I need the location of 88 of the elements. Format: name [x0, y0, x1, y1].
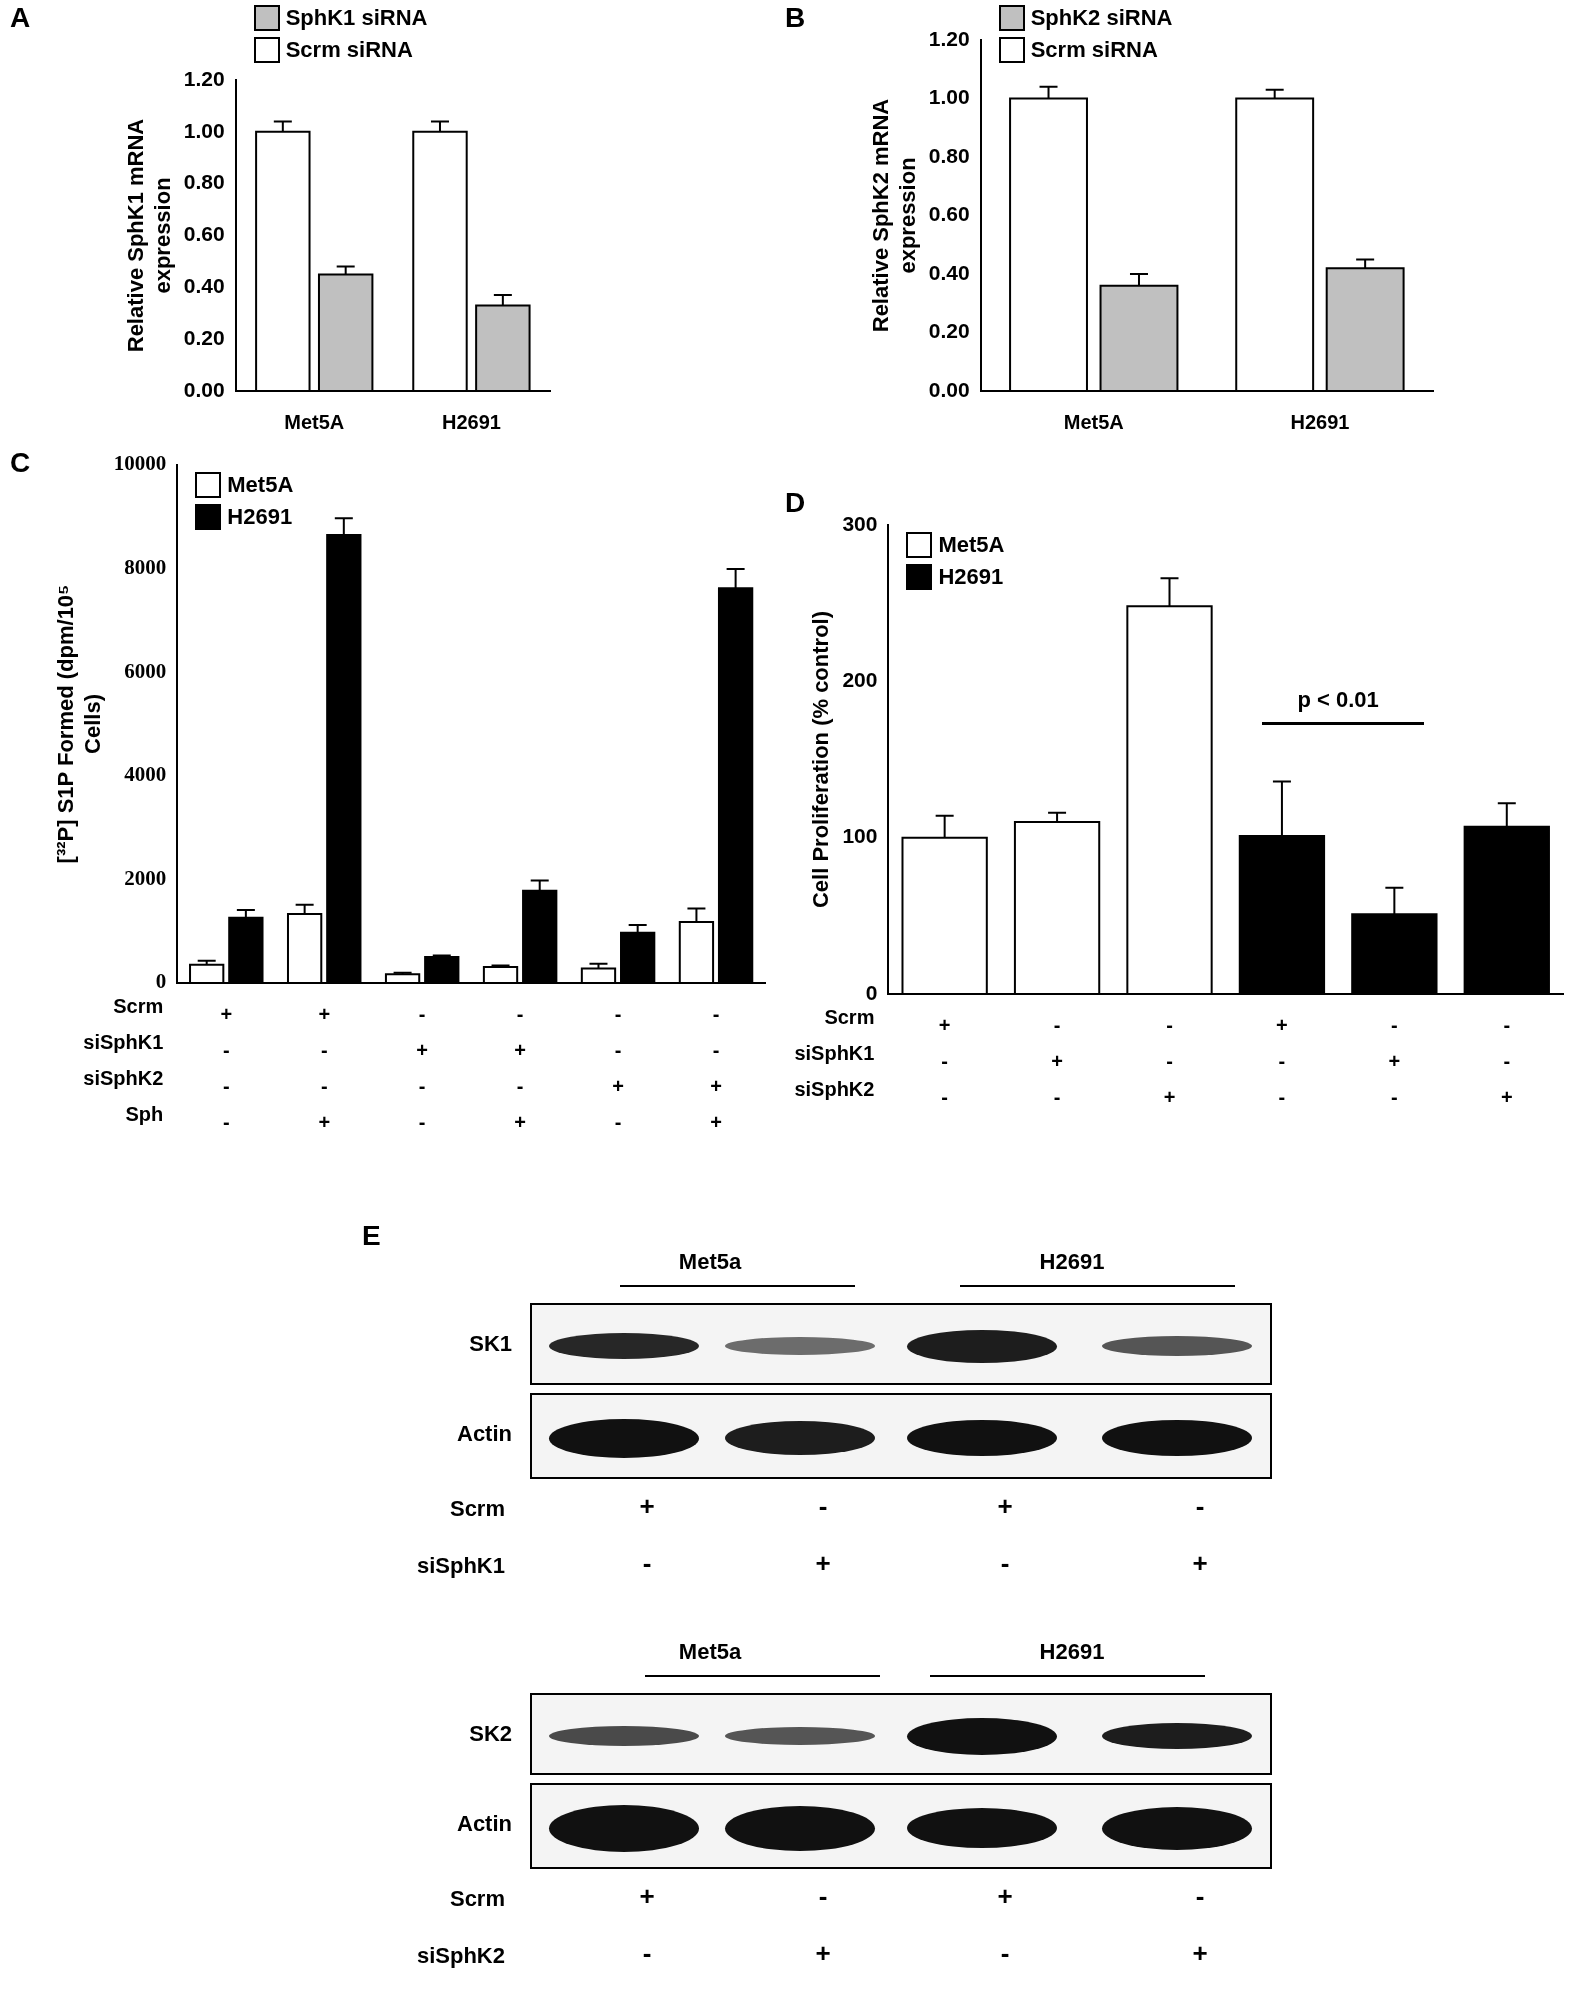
chart-title: B [785, 2, 806, 34]
text: + [639, 1881, 655, 1912]
x-tick-label: - - + + [710, 1002, 722, 1133]
text: Met5a [678, 1639, 742, 1665]
x-tick-label: H2691 [441, 410, 501, 433]
text: - [1195, 1491, 1205, 1522]
x-tick-label: + - - [1276, 1013, 1288, 1108]
y-tick-label: 0.60 [183, 222, 225, 246]
text: Scrm [449, 1886, 505, 1912]
text: - [818, 1491, 828, 1522]
text: - [1000, 1548, 1010, 1579]
x-tick-label: H2691 [1290, 410, 1350, 433]
y-tick-label: 2000 [124, 865, 167, 890]
chart-title: C [10, 447, 31, 479]
x-tick-label: + - - + [318, 1002, 331, 1133]
text: + [815, 1938, 831, 1969]
y-tick-label: 0.00 [183, 377, 225, 401]
text: + [1192, 1548, 1208, 1579]
text: - [1000, 1938, 1010, 1969]
x-tick-label: - + - + [514, 1002, 526, 1133]
text: + [1192, 1938, 1208, 1969]
text: - [642, 1938, 652, 1969]
y-tick-label: 0.40 [928, 260, 970, 284]
y-tick-label: 0.80 [183, 170, 225, 194]
y-tick-label: 6000 [124, 658, 167, 683]
text: H2691 [1039, 1639, 1105, 1665]
annotation: p < 0.01 [1297, 687, 1379, 713]
y-tick-label: 1.20 [183, 66, 225, 90]
legend-label: Met5A [227, 472, 294, 498]
legend-label: SphK2 siRNA [1030, 5, 1173, 31]
text: - [1195, 1881, 1205, 1912]
text: + [639, 1491, 655, 1522]
text: Met5a [678, 1249, 742, 1275]
x-tick-label: - + - [1051, 1013, 1063, 1108]
text: - [818, 1881, 828, 1912]
y-tick-label: 0.80 [928, 143, 970, 167]
y-tick-label: 0 [155, 969, 167, 994]
y-tick-label: 8000 [124, 555, 167, 580]
text: Actin [457, 1811, 512, 1837]
y-tick-label: 0.40 [183, 274, 225, 298]
y-tick-label: 200 [842, 668, 878, 692]
y-tick-label: 10000 [113, 451, 167, 476]
legend-label: Scrm siRNA [1030, 37, 1158, 63]
x-tick-label: - - + [1163, 1013, 1176, 1108]
legend-label: H2691 [938, 564, 1004, 590]
y-axis-title: [³²P] S1P Formed (dpm/10⁵ Cells) [53, 584, 105, 864]
legend-label: Scrm siRNA [285, 37, 413, 63]
text: - [642, 1548, 652, 1579]
text: + [997, 1491, 1013, 1522]
x-tick-label: - + - - [416, 1002, 429, 1133]
text: + [815, 1548, 831, 1579]
x-axis-title: Scrm siSphK1 siSphK2 [794, 1005, 875, 1100]
x-axis-title: Scrm siSphK1 siSphK2 Sph [83, 994, 164, 1125]
text: SK1 [469, 1331, 512, 1357]
text: Scrm [449, 1496, 505, 1522]
chart-title: D [785, 487, 806, 519]
legend-label: Met5A [938, 532, 1005, 558]
text: H2691 [1039, 1249, 1105, 1275]
y-tick-label: 1.00 [183, 118, 225, 142]
y-tick-label: 1.20 [928, 26, 970, 50]
y-tick-label: 4000 [124, 762, 167, 787]
legend-label: SphK1 siRNA [285, 5, 428, 31]
y-axis-title: Relative SphK1 mRNA expression [123, 118, 175, 353]
text: + [997, 1881, 1013, 1912]
legend-label: H2691 [227, 504, 293, 530]
text: siSphK2 [416, 1943, 505, 1969]
y-axis-title: Relative SphK2 mRNA expression [868, 98, 920, 333]
x-tick-label: Met5A [284, 410, 345, 433]
y-tick-label: 0.20 [183, 325, 225, 349]
y-tick-label: 100 [842, 824, 878, 848]
y-tick-label: 0 [865, 980, 878, 1004]
x-tick-label: + - - [938, 1013, 951, 1108]
y-tick-label: 0.00 [928, 377, 970, 401]
y-tick-label: 0.20 [928, 319, 970, 343]
text: SK2 [469, 1721, 512, 1747]
text: Actin [457, 1421, 512, 1447]
x-tick-label: + - - - [220, 1002, 233, 1133]
text: E [362, 1220, 381, 1252]
chart-title: A [10, 2, 31, 34]
y-tick-label: 1.00 [928, 85, 970, 109]
text: siSphK1 [416, 1553, 505, 1579]
y-tick-label: 300 [842, 511, 878, 535]
x-tick-label: - + - [1388, 1013, 1401, 1108]
x-tick-label: - - + - [612, 1002, 624, 1133]
x-tick-label: - - + [1500, 1013, 1513, 1108]
y-axis-title: Cell Proliferation (% control) [808, 610, 834, 909]
x-tick-label: Met5A [1063, 410, 1124, 433]
y-tick-label: 0.60 [928, 202, 970, 226]
